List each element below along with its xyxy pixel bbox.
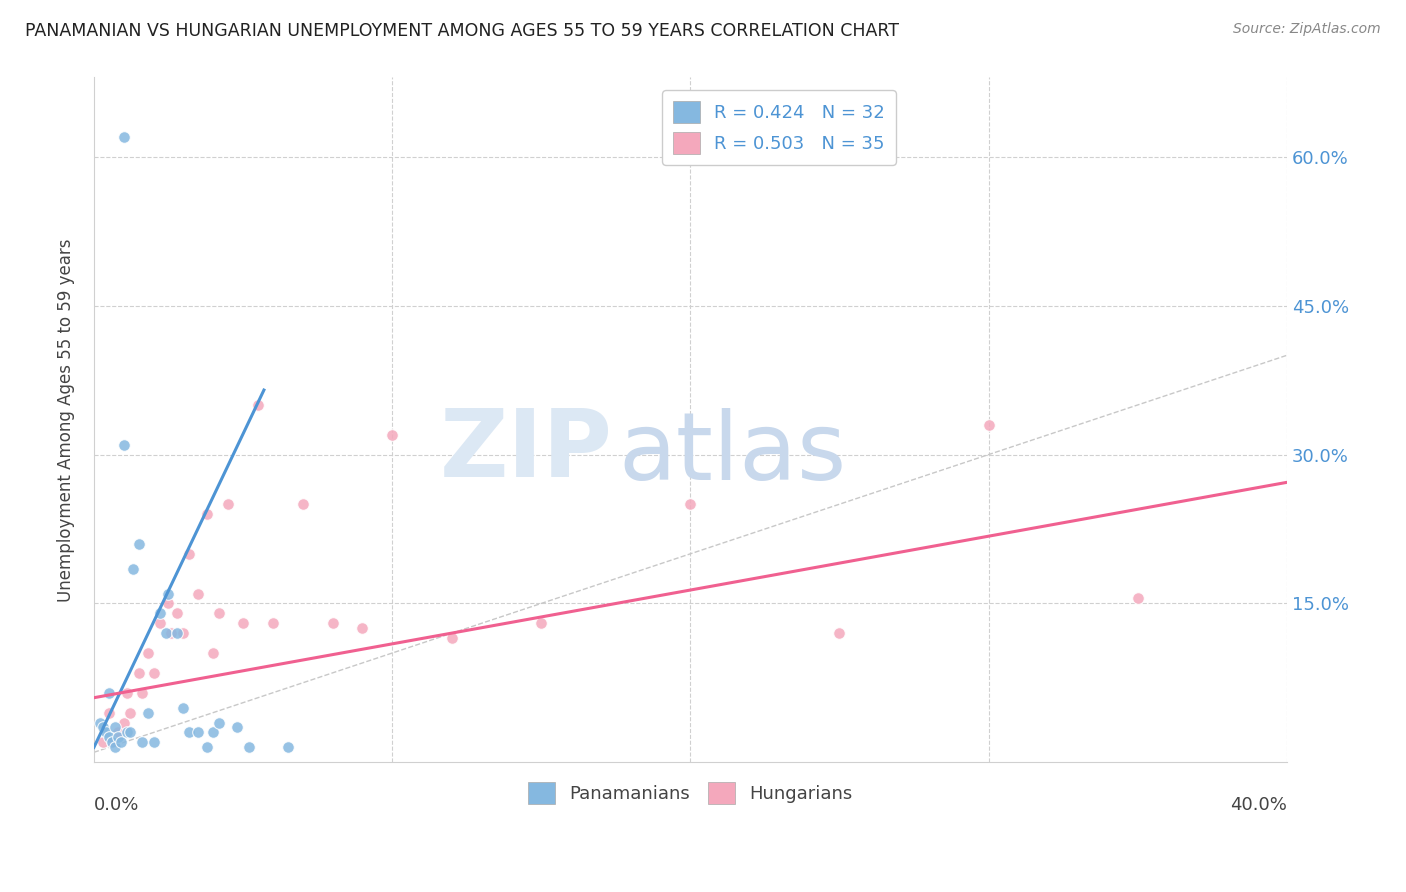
Point: [107, 725, 129, 739]
Point: [121, 562, 143, 576]
Point: [148, 607, 170, 621]
Point: [238, 740, 260, 755]
Y-axis label: Unemployment Among Ages 55 to 59 years: Unemployment Among Ages 55 to 59 years: [58, 238, 75, 601]
Point: [97, 706, 120, 720]
Point: [208, 715, 231, 730]
Point: [217, 497, 239, 511]
Point: [112, 130, 135, 145]
Point: [148, 616, 170, 631]
Text: 40.0%: 40.0%: [1230, 797, 1286, 814]
Point: [107, 731, 129, 745]
Point: [202, 725, 225, 739]
Point: [136, 646, 159, 660]
Point: [101, 735, 124, 749]
Point: [187, 725, 209, 739]
Point: [89, 715, 111, 730]
Point: [128, 537, 150, 551]
Point: [179, 725, 201, 739]
Point: [179, 547, 201, 561]
Point: [118, 725, 141, 739]
Point: [91, 735, 114, 749]
Point: [160, 626, 183, 640]
Point: [232, 616, 254, 631]
Point: [679, 497, 702, 511]
Point: [131, 686, 153, 700]
Point: [1126, 591, 1149, 606]
Point: [321, 616, 343, 631]
Point: [208, 607, 231, 621]
Point: [166, 626, 188, 640]
Text: 0.0%: 0.0%: [94, 797, 139, 814]
Text: ZIP: ZIP: [440, 405, 613, 497]
Point: [112, 715, 135, 730]
Point: [155, 626, 177, 640]
Point: [110, 735, 132, 749]
Point: [157, 586, 180, 600]
Point: [142, 665, 165, 680]
Point: [97, 686, 120, 700]
Point: [828, 626, 851, 640]
Point: [202, 646, 225, 660]
Point: [166, 607, 188, 621]
Point: [352, 621, 374, 635]
Point: [91, 721, 114, 735]
Point: [440, 631, 463, 645]
Point: [118, 706, 141, 720]
Point: [128, 665, 150, 680]
Point: [172, 700, 194, 714]
Point: [115, 686, 138, 700]
Legend: Panamanians, Hungarians: Panamanians, Hungarians: [520, 775, 860, 812]
Text: PANAMANIAN VS HUNGARIAN UNEMPLOYMENT AMONG AGES 55 TO 59 YEARS CORRELATION CHART: PANAMANIAN VS HUNGARIAN UNEMPLOYMENT AMO…: [25, 22, 900, 40]
Text: Source: ZipAtlas.com: Source: ZipAtlas.com: [1233, 22, 1381, 37]
Point: [277, 740, 299, 755]
Point: [262, 616, 284, 631]
Point: [142, 735, 165, 749]
Point: [101, 735, 124, 749]
Point: [187, 586, 209, 600]
Point: [977, 417, 1000, 432]
Point: [131, 735, 153, 749]
Point: [246, 398, 269, 412]
Text: atlas: atlas: [619, 408, 846, 500]
Point: [172, 626, 194, 640]
Point: [104, 721, 127, 735]
Point: [115, 725, 138, 739]
Point: [291, 497, 314, 511]
Point: [104, 740, 127, 755]
Point: [157, 596, 180, 610]
Point: [226, 721, 249, 735]
Point: [97, 731, 120, 745]
Point: [195, 740, 218, 755]
Point: [136, 706, 159, 720]
Point: [530, 616, 553, 631]
Point: [195, 507, 218, 521]
Point: [94, 725, 117, 739]
Point: [112, 437, 135, 451]
Point: [381, 427, 404, 442]
